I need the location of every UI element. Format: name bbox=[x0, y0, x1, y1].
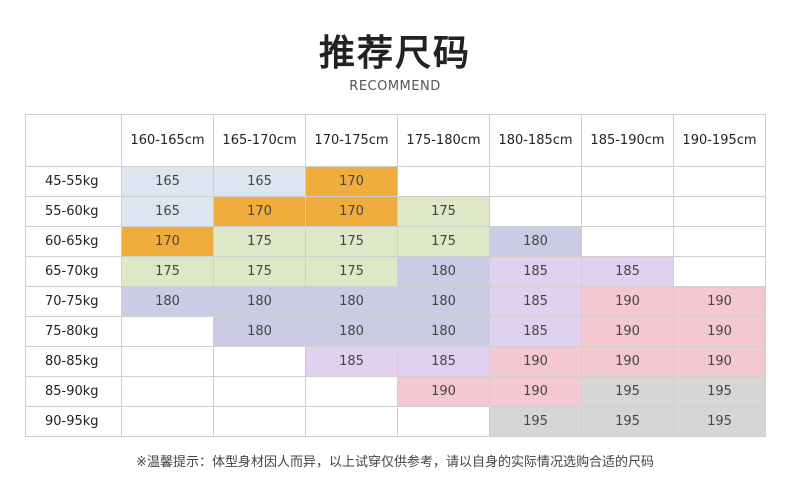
weight-label: 55-60kg bbox=[25, 196, 122, 227]
size-cell bbox=[673, 196, 766, 227]
size-cell bbox=[305, 406, 398, 437]
size-cell: 170 bbox=[121, 226, 214, 257]
size-cell: 195 bbox=[581, 406, 674, 437]
corner-cell bbox=[25, 114, 122, 167]
size-cell: 170 bbox=[305, 166, 398, 197]
page-title: 推荐尺码 bbox=[318, 33, 471, 74]
size-cell bbox=[581, 196, 674, 227]
size-cell: 190 bbox=[673, 286, 766, 317]
size-cell bbox=[581, 226, 674, 257]
size-cell bbox=[213, 376, 306, 407]
size-cell: 195 bbox=[581, 376, 674, 407]
size-cell: 195 bbox=[673, 376, 766, 407]
weight-label: 75-80kg bbox=[25, 316, 122, 347]
size-cell bbox=[213, 406, 306, 437]
weight-label: 70-75kg bbox=[25, 286, 122, 317]
weight-label: 85-90kg bbox=[25, 376, 122, 407]
size-cell: 185 bbox=[581, 256, 674, 287]
height-header: 170-175cm bbox=[305, 114, 398, 167]
weight-label: 45-55kg bbox=[25, 166, 122, 197]
size-cell: 175 bbox=[213, 226, 306, 257]
height-header: 160-165cm bbox=[121, 114, 214, 167]
table-row: 75-80kg 180 180 180 185 190 190 bbox=[25, 316, 766, 347]
size-cell: 190 bbox=[581, 316, 674, 347]
weight-label: 90-95kg bbox=[25, 406, 122, 437]
size-cell: 185 bbox=[397, 346, 490, 377]
table-row: 70-75kg 180 180 180 180 185 190 190 bbox=[25, 286, 766, 317]
size-cell bbox=[397, 166, 490, 197]
size-cell: 180 bbox=[121, 286, 214, 317]
size-cell: 175 bbox=[305, 256, 398, 287]
size-cell: 190 bbox=[673, 316, 766, 347]
size-cell: 165 bbox=[121, 166, 214, 197]
height-header: 185-190cm bbox=[581, 114, 674, 167]
height-header-row: 160-165cm 165-170cm 170-175cm 175-180cm … bbox=[25, 114, 766, 167]
size-cell: 190 bbox=[489, 376, 582, 407]
page-subtitle: RECOMMEND bbox=[349, 79, 441, 94]
size-cell: 195 bbox=[489, 406, 582, 437]
table-row: 55-60kg 165 170 170 175 bbox=[25, 196, 766, 227]
height-header: 180-185cm bbox=[489, 114, 582, 167]
table-row: 65-70kg 175 175 175 180 185 185 bbox=[25, 256, 766, 287]
size-cell: 170 bbox=[213, 196, 306, 227]
size-cell: 195 bbox=[673, 406, 766, 437]
size-cell bbox=[489, 196, 582, 227]
weight-label: 65-70kg bbox=[25, 256, 122, 287]
size-chart-table: 160-165cm 165-170cm 170-175cm 175-180cm … bbox=[25, 114, 766, 437]
size-cell: 175 bbox=[397, 196, 490, 227]
size-cell: 175 bbox=[305, 226, 398, 257]
table-row: 90-95kg 195 195 195 bbox=[25, 406, 766, 437]
size-cell: 190 bbox=[397, 376, 490, 407]
size-cell: 185 bbox=[489, 286, 582, 317]
size-cell bbox=[305, 376, 398, 407]
table-row: 80-85kg 185 185 190 190 190 bbox=[25, 346, 766, 377]
weight-label: 60-65kg bbox=[25, 226, 122, 257]
size-cell: 180 bbox=[397, 256, 490, 287]
size-cell: 180 bbox=[305, 286, 398, 317]
size-cell bbox=[673, 256, 766, 287]
size-cell: 190 bbox=[489, 346, 582, 377]
size-cell: 170 bbox=[305, 196, 398, 227]
size-cell bbox=[213, 346, 306, 377]
size-cell: 180 bbox=[397, 316, 490, 347]
size-cell: 175 bbox=[121, 256, 214, 287]
height-header: 165-170cm bbox=[213, 114, 306, 167]
size-cell bbox=[121, 376, 214, 407]
size-cell: 175 bbox=[213, 256, 306, 287]
weight-label: 80-85kg bbox=[25, 346, 122, 377]
size-cell: 190 bbox=[673, 346, 766, 377]
size-cell bbox=[489, 166, 582, 197]
size-cell bbox=[121, 316, 214, 347]
height-header: 190-195cm bbox=[673, 114, 766, 167]
size-cell bbox=[397, 406, 490, 437]
table-row: 60-65kg 170 175 175 175 180 bbox=[25, 226, 766, 257]
size-cell: 180 bbox=[397, 286, 490, 317]
size-cell: 180 bbox=[213, 286, 306, 317]
table-row: 85-90kg 190 190 195 195 bbox=[25, 376, 766, 407]
size-cell bbox=[121, 346, 214, 377]
size-cell: 165 bbox=[121, 196, 214, 227]
size-cell: 180 bbox=[305, 316, 398, 347]
height-header: 175-180cm bbox=[397, 114, 490, 167]
size-cell bbox=[581, 166, 674, 197]
size-table-body: 45-55kg 165 165 170 55-60kg 165 170 170 175 60-65… bbox=[25, 166, 766, 437]
size-cell: 190 bbox=[581, 346, 674, 377]
size-cell: 180 bbox=[489, 226, 582, 257]
size-cell: 190 bbox=[581, 286, 674, 317]
table-row: 45-55kg 165 165 170 bbox=[25, 166, 766, 197]
size-cell: 175 bbox=[397, 226, 490, 257]
size-cell: 185 bbox=[489, 316, 582, 347]
size-cell: 185 bbox=[489, 256, 582, 287]
fit-note: ※温馨提示：体型身材因人而异，以上试穿仅供参考，请以自身的实际情况选购合适的尺码 bbox=[136, 455, 654, 470]
size-cell bbox=[673, 166, 766, 197]
size-cell bbox=[673, 226, 766, 257]
size-cell: 185 bbox=[305, 346, 398, 377]
size-cell: 165 bbox=[213, 166, 306, 197]
size-cell bbox=[121, 406, 214, 437]
size-cell: 180 bbox=[213, 316, 306, 347]
